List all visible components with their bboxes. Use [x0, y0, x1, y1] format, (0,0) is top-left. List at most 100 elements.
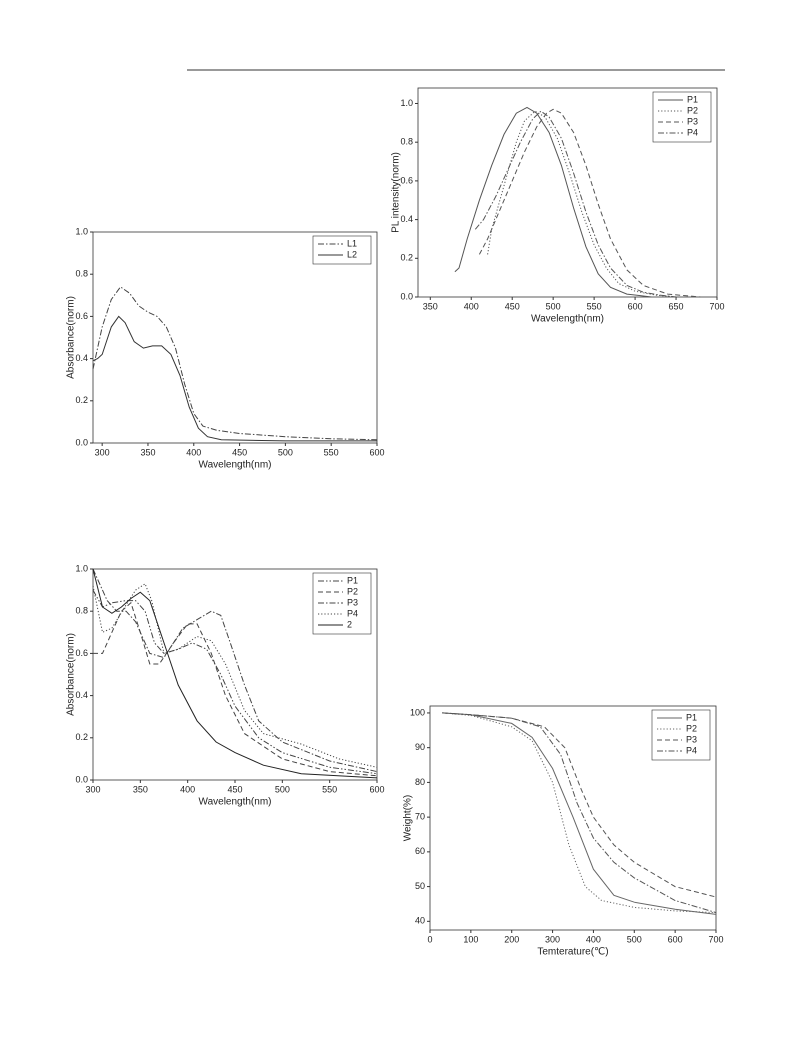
legend-label: P1	[686, 712, 697, 722]
x-axis-title: Wavelength(nm)	[199, 797, 272, 808]
legend-label: L2	[347, 249, 357, 259]
series-line	[474, 110, 677, 298]
x-tick-label: 500	[546, 301, 561, 311]
x-axis-title: Temterature(℃)	[537, 947, 608, 958]
legend-box	[312, 235, 372, 265]
series-line	[454, 106, 652, 298]
series-line	[442, 712, 717, 914]
legend-label: P4	[686, 745, 697, 755]
y-tick-label: 1.0	[75, 226, 88, 236]
x-tick-label: 350	[423, 301, 438, 311]
legend-label: P4	[687, 127, 698, 137]
x-tick-label: 400	[186, 447, 201, 457]
y-tick-label: 0.2	[75, 732, 88, 742]
x-axis-title: Wavelength(nm)	[199, 460, 272, 471]
y-tick-label: 80	[415, 777, 425, 787]
series-line	[92, 568, 378, 773]
y-tick-label: 0.2	[75, 395, 88, 405]
series-line	[92, 583, 378, 768]
y-tick-label: 0.6	[75, 311, 88, 321]
x-tick-label: 600	[668, 934, 683, 944]
x-tick-label: 300	[545, 934, 560, 944]
series-line	[92, 315, 377, 442]
series-line	[442, 712, 717, 898]
y-tick-label: 40	[415, 916, 425, 926]
x-tick-label: 200	[504, 934, 519, 944]
y-tick-label: 0.0	[400, 291, 413, 301]
y-tick-label: 1.0	[400, 98, 413, 108]
x-tick-label: 450	[227, 784, 242, 794]
x-tick-label: 450	[505, 301, 520, 311]
y-tick-label: 0.6	[75, 648, 88, 658]
legend-label: P2	[686, 723, 697, 733]
y-tick-label: 0.0	[75, 437, 88, 447]
series-line	[487, 110, 677, 298]
legend-label: P1	[687, 94, 698, 104]
legend-label: P1	[347, 575, 358, 585]
x-tick-label: 350	[140, 447, 155, 457]
x-tick-label: 0	[427, 934, 432, 944]
x-tick-label: 300	[85, 784, 100, 794]
series-line	[92, 589, 378, 775]
y-tick-label: 100	[410, 707, 425, 717]
x-tick-label: 600	[369, 447, 384, 457]
chart: 300 350 400 450 500 550 600 0.0 0.2 0.4 0.6 0.8 1.0 W…	[66, 563, 385, 807]
y-tick-label: 0.6	[400, 175, 413, 185]
y-tick-label: 0.2	[400, 253, 413, 263]
x-tick-label: 350	[133, 784, 148, 794]
y-tick-label: 0.8	[400, 137, 413, 147]
x-tick-label: 400	[586, 934, 601, 944]
x-tick-label: 700	[708, 934, 723, 944]
legend-label: P3	[686, 734, 697, 744]
x-tick-label: 300	[95, 447, 110, 457]
y-axis-title: Weight(%)	[403, 795, 414, 842]
series-line	[93, 601, 378, 777]
legend-label: P3	[687, 116, 698, 126]
y-tick-label: 50	[415, 881, 425, 891]
chart: 350 400 450 500 550 600 650 700 0.0 0.2 0.4 0.6 0.8 1…	[391, 87, 725, 325]
series-line	[442, 712, 717, 915]
x-tick-label: 500	[627, 934, 642, 944]
y-tick-label: 0.0	[75, 774, 88, 784]
y-tick-label: 0.8	[75, 269, 88, 279]
legend-label: 2	[347, 619, 352, 629]
x-tick-label: 450	[232, 447, 247, 457]
y-tick-label: 70	[415, 812, 425, 822]
plot-frame	[92, 231, 378, 444]
series-line	[92, 286, 378, 441]
y-tick-label: 1.0	[75, 563, 88, 573]
x-tick-label: 650	[669, 301, 684, 311]
x-axis-title: Wavelength(nm)	[531, 314, 604, 325]
chart: 300 350 400 450 500 550 600 0.0 0.2 0.4 0.6 0.8 1.0 W…	[66, 226, 385, 470]
x-tick-label: 600	[628, 301, 643, 311]
x-tick-label: 400	[180, 784, 195, 794]
y-tick-label: 0.8	[75, 606, 88, 616]
chart: 0 100 200 300 400 500 600 700 40 50 60 70 80 90 100 Tem…	[403, 705, 724, 958]
x-tick-label: 550	[324, 447, 339, 457]
x-tick-label: 100	[463, 934, 478, 944]
y-tick-label: 90	[415, 742, 425, 752]
legend-label: P2	[347, 586, 358, 596]
x-tick-label: 550	[322, 784, 337, 794]
y-tick-label: 0.4	[75, 690, 88, 700]
legend-label: P4	[347, 608, 358, 618]
x-tick-label: 550	[587, 301, 602, 311]
series-line	[442, 712, 717, 914]
x-tick-label: 400	[464, 301, 479, 311]
y-tick-label: 60	[415, 846, 425, 856]
plot-frame	[429, 705, 717, 931]
x-tick-label: 500	[275, 784, 290, 794]
y-axis-title: PL intensity(norm)	[391, 152, 402, 233]
x-tick-label: 600	[369, 784, 384, 794]
series-line	[92, 568, 378, 779]
y-axis-title: Absorbance(norm)	[66, 633, 77, 716]
x-tick-label: 500	[278, 447, 293, 457]
plot-frame	[417, 87, 718, 298]
x-tick-label: 700	[709, 301, 724, 311]
legend-label: P2	[687, 105, 698, 115]
y-tick-label: 0.4	[400, 214, 413, 224]
legend-label: P3	[347, 597, 358, 607]
y-tick-label: 0.4	[75, 353, 88, 363]
